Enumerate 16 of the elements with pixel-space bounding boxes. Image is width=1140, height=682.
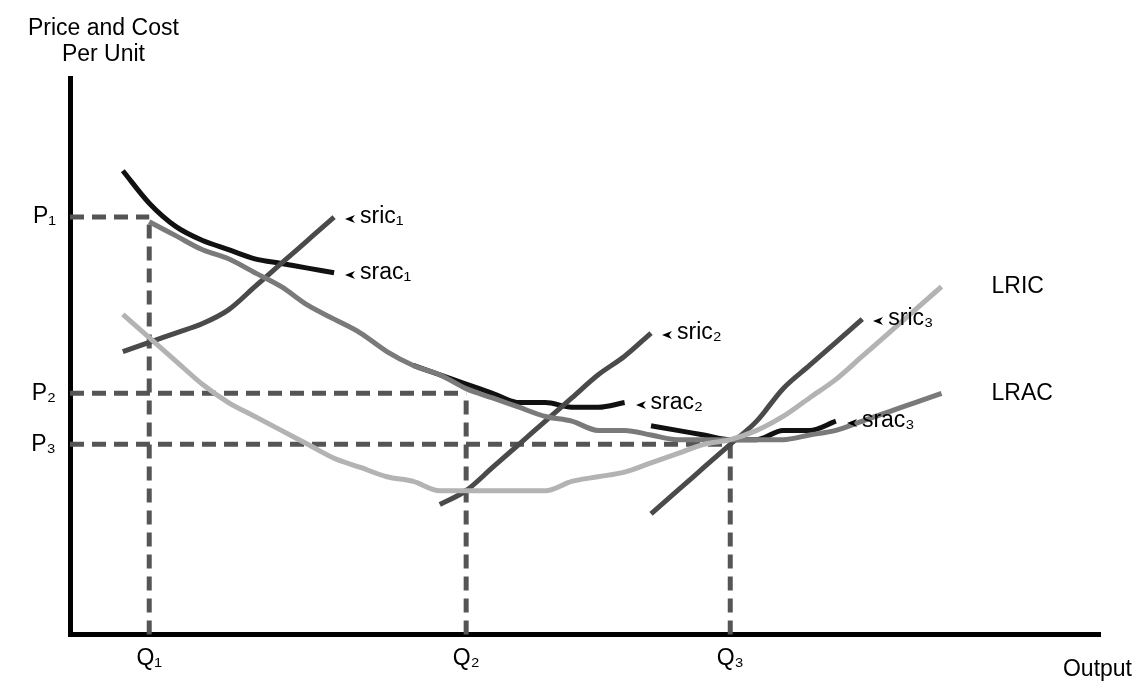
y-axis-title: Price and Cost Per Unit (28, 14, 179, 66)
text: LRIC (991, 271, 1044, 298)
series-label: srac₁ (360, 258, 412, 285)
series-label: srac₂ (650, 387, 704, 414)
series-label: sric₁ (360, 202, 404, 229)
ref-line-label: P₂ (31, 378, 56, 405)
text: LRAC (991, 378, 1053, 405)
series-label: srac₃ (861, 406, 915, 433)
series-label: sric₃ (888, 304, 934, 331)
ref-line-label: P₃ (31, 429, 56, 456)
x-tick-label: Q₃ (716, 643, 744, 670)
ref-line-label: P₁ (32, 202, 57, 229)
x-axis-title: Output (1062, 655, 1132, 682)
x-tick-label: Q₁ (136, 643, 163, 670)
x-tick-label: Q₂ (452, 643, 480, 670)
series-label: sric₂ (677, 318, 722, 345)
